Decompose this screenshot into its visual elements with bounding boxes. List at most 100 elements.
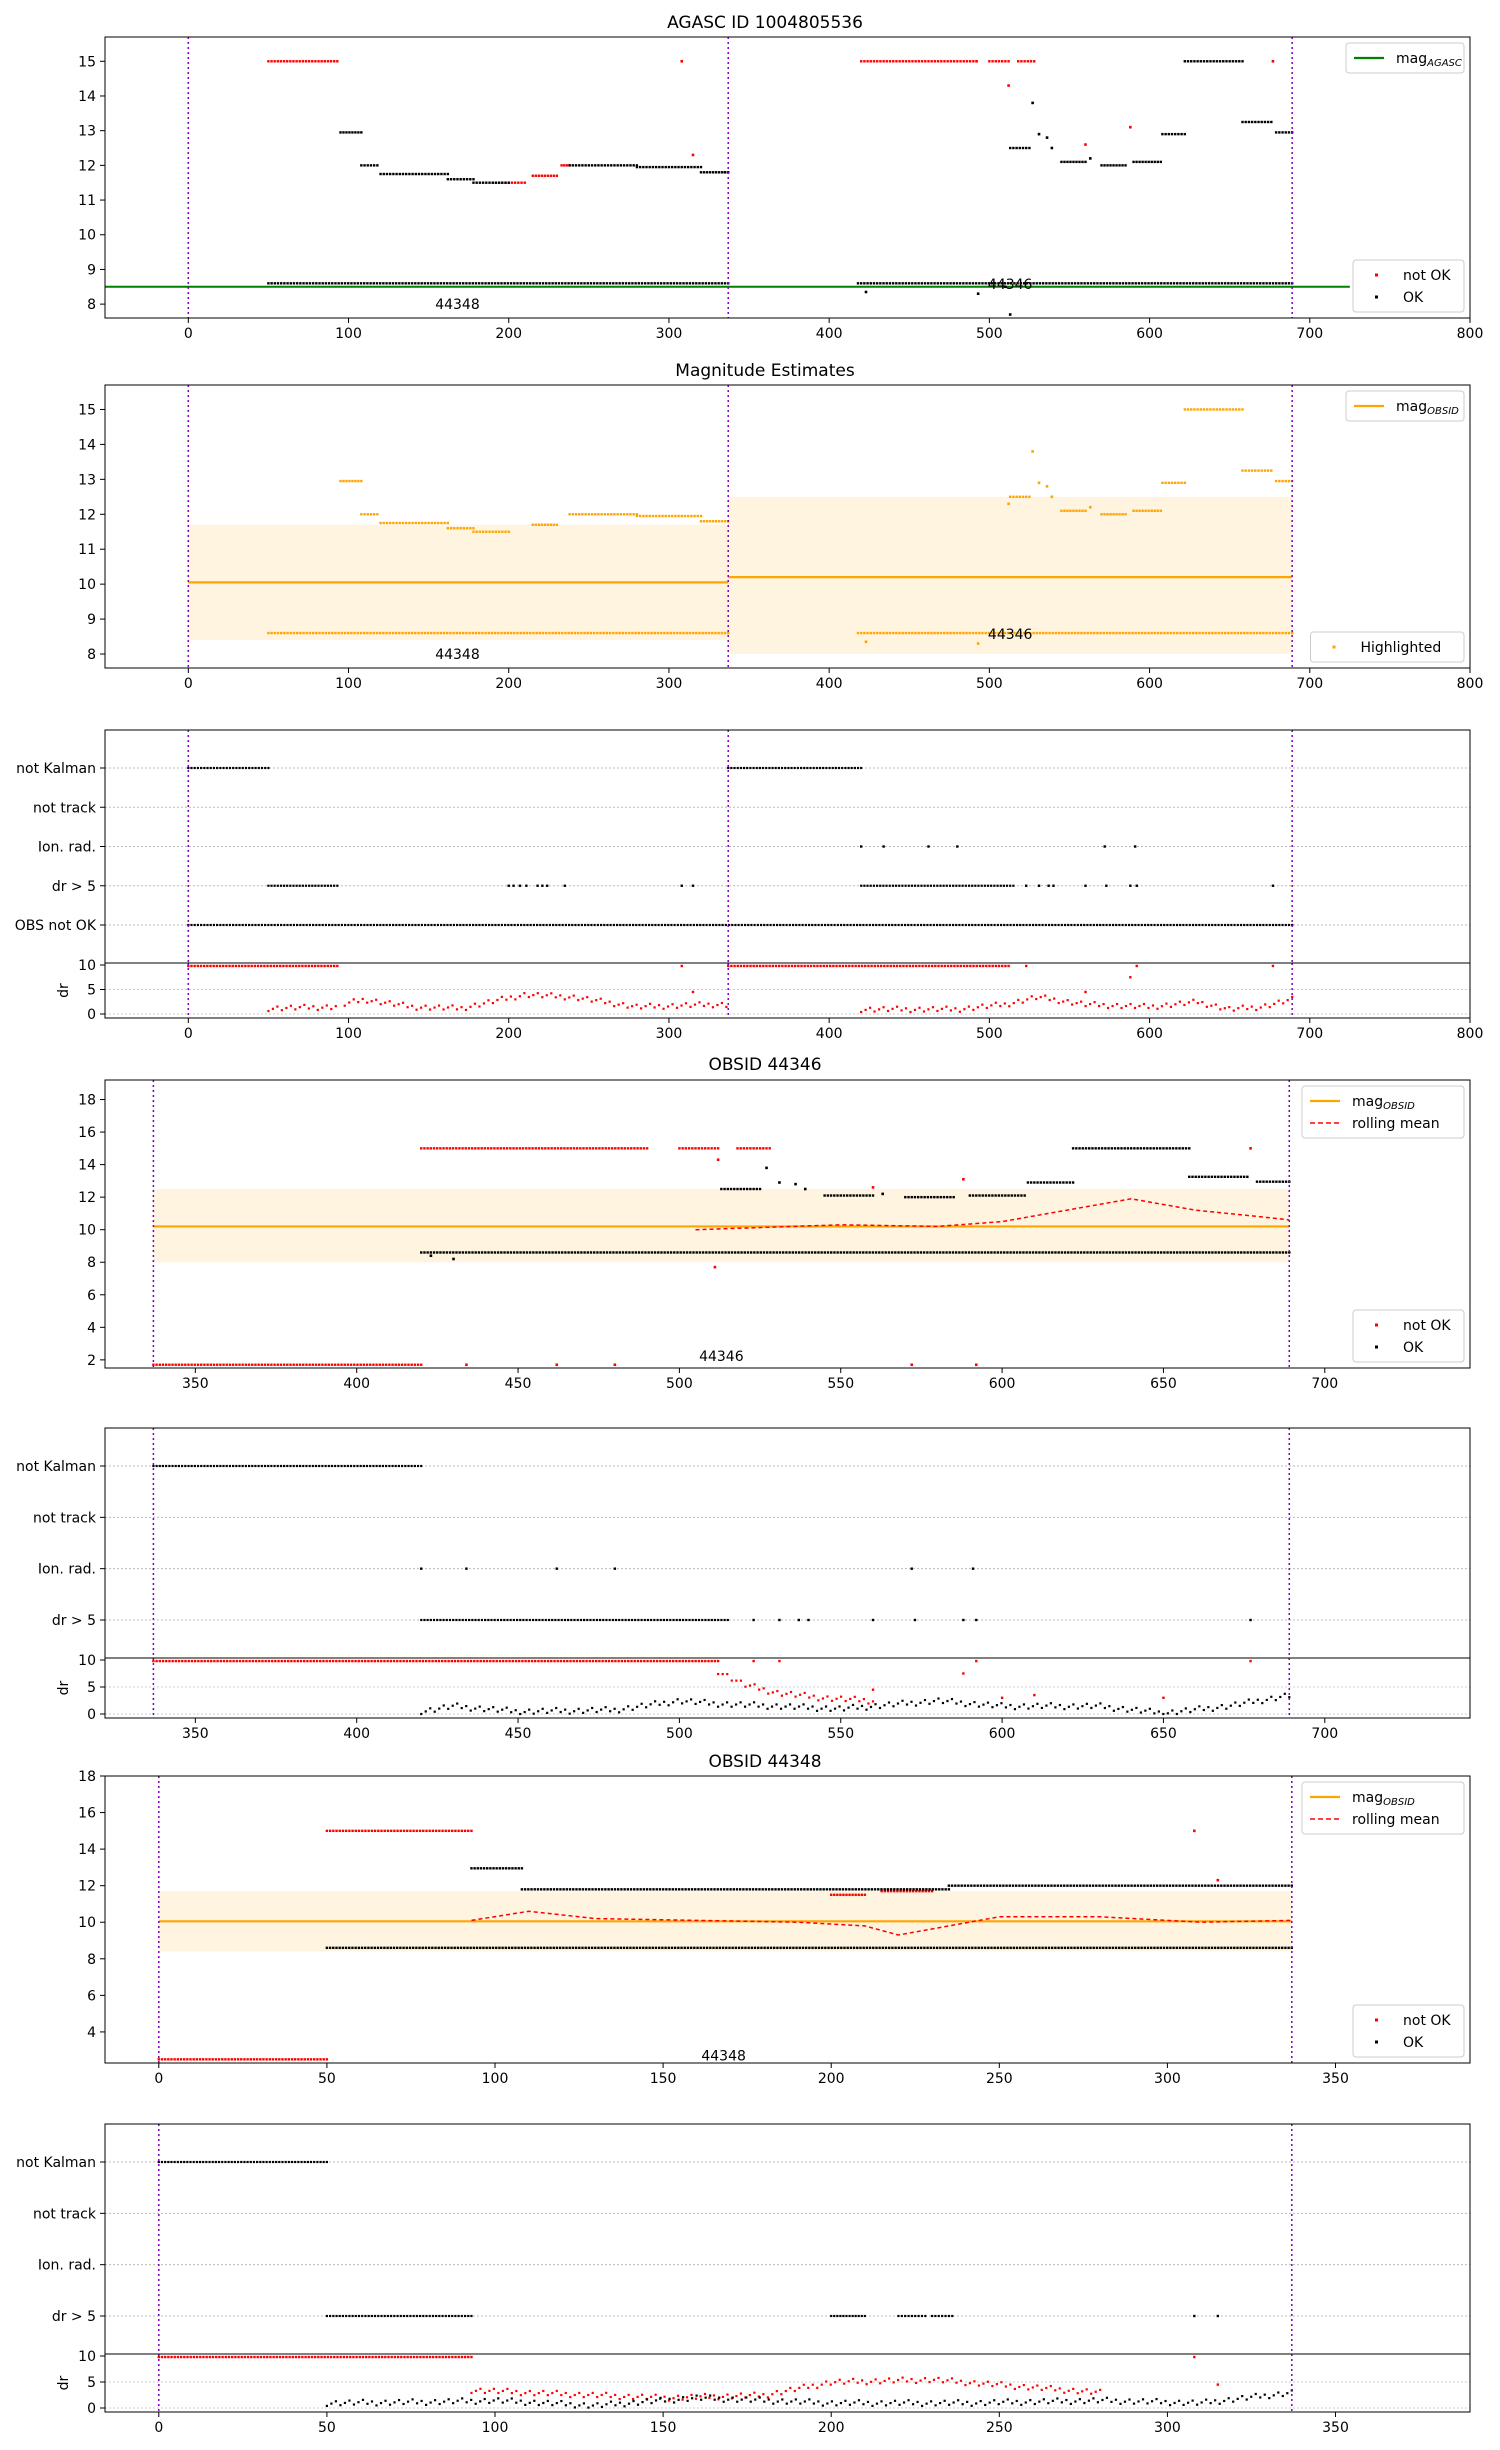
panel7-dr-point (1076, 2392, 1079, 2395)
panel2-highlighted-point (414, 521, 418, 525)
panel1-not-ok-point (892, 60, 895, 63)
panel6-not-ok-point (198, 2058, 202, 2061)
panel2-highlighted-point (1186, 408, 1190, 411)
panel3-flag-point (248, 923, 251, 927)
panel3-flag-point (1268, 923, 1271, 927)
panel3-flag-point (391, 923, 395, 927)
panel4-ok-point (830, 1251, 833, 1254)
panel4-ytick-label: 8 (87, 1255, 96, 1271)
panel2-highlighted-point (1064, 631, 1067, 635)
panel7-ok-dr-point (434, 2399, 437, 2402)
panel5-ok-dr-point (1022, 1703, 1026, 1706)
panel5-flag-point (452, 1618, 455, 1622)
panel4-ok-point (745, 1187, 749, 1191)
panel5-dr-point (726, 1672, 729, 1676)
panel4-not-ok-point (470, 1147, 474, 1150)
panel3-dr-point (742, 964, 746, 968)
panel7-ok-dr-point (1250, 2395, 1253, 2398)
panel3-dr-point (279, 964, 282, 968)
panel3-dr-point (237, 964, 241, 968)
panel6-ok-point (437, 1946, 440, 1950)
panel6-not-ok-point (211, 2058, 214, 2061)
panel3-dr-point (868, 1006, 872, 1009)
panel6-ok-point (734, 1946, 738, 1950)
panel2-highlighted-point (898, 631, 901, 635)
panel3-flag-point (545, 923, 548, 927)
panel4-legend-bottom-label: OK (1403, 1340, 1424, 1356)
panel7-ok-dr-point (461, 2397, 464, 2400)
panel6-not-ok-point (930, 1889, 934, 1893)
panel3-flag-point (894, 923, 897, 927)
panel1-ok-point (672, 282, 676, 285)
panel7-flag-point (335, 2314, 338, 2318)
panel6-ok-point (1181, 1884, 1185, 1887)
panel5-dr-point (604, 1659, 608, 1663)
panel7-dr-point (479, 2387, 482, 2390)
panel1-ok-point (501, 181, 504, 184)
panel7-dr-point (189, 2355, 192, 2359)
panel4-ok-point (726, 1187, 730, 1191)
panel7-ok-dr-point (835, 2404, 838, 2407)
panel7-flag-point (297, 2160, 300, 2164)
panel6-ok-point (348, 1946, 351, 1950)
panel5-dr-point (665, 1659, 668, 1663)
panel7-flag-point (325, 2314, 328, 2318)
panel4-ok-point (1031, 1251, 1035, 1254)
panel1-ok-point (1008, 313, 1012, 316)
panel3-dr-point (1147, 1006, 1150, 1010)
panel3-flag-point (761, 766, 765, 770)
panel1-ok-point (1073, 282, 1077, 285)
panel3-flag-point (596, 923, 599, 927)
panel3-dr-point (671, 1003, 674, 1006)
panel5-dr-point (283, 1659, 287, 1663)
panel3-dr-point (777, 964, 781, 968)
panel6-ok-point (760, 1946, 763, 1950)
panel3-flag-point (817, 923, 820, 927)
panel3-flag-point (872, 884, 875, 887)
panel2-highlighted-point (727, 631, 730, 635)
panel4-not-ok-point (553, 1147, 557, 1150)
panel1-ok-point (708, 171, 712, 174)
panel5-dr-point (578, 1659, 582, 1663)
panel2-highlighted-point (635, 513, 639, 516)
panel2-highlighted-point (392, 521, 395, 525)
panel4-ok-point (560, 1251, 564, 1254)
panel4-ok-point (922, 1251, 926, 1254)
panel1-ok-point (522, 282, 526, 285)
panel2-highlighted-point (1153, 509, 1156, 512)
panel3-flag-point (443, 923, 446, 927)
panel6-ok-point (832, 1888, 835, 1891)
panel5-flag-point (174, 1464, 177, 1468)
panel2-highlighted-point (1217, 631, 1220, 635)
panel5-dr-point (649, 1659, 652, 1663)
panel7-ok-dr-point (452, 2402, 455, 2405)
panel5-flag-point (656, 1618, 659, 1622)
panel1-ok-point (359, 282, 363, 285)
panel1-ok-point (437, 172, 440, 176)
panel7-dr-point (623, 2395, 626, 2399)
panel6-not-ok-point (284, 2058, 287, 2061)
panel5-dr-point (643, 1659, 646, 1663)
panel2-highlighted-point (292, 631, 296, 635)
panel1-ok-point (436, 282, 439, 285)
panel4-ok-point (1004, 1194, 1007, 1197)
panel3-flag-point (904, 884, 907, 887)
panel2-highlighted-point (1234, 408, 1238, 411)
panel4-ok-point (1268, 1180, 1272, 1183)
panel6-ok-point (1056, 1884, 1060, 1887)
panel4-ok-point (468, 1251, 471, 1254)
panel4-ok-point (471, 1251, 474, 1254)
panel3-flag-point (1005, 884, 1009, 887)
panel6-not-ok-point (927, 1889, 931, 1893)
panel6-ok-point (862, 1946, 865, 1950)
panel5-flag-point (627, 1618, 630, 1622)
panel7-ok-dr-point (654, 2399, 658, 2402)
panel5-flag-point (637, 1618, 640, 1622)
panel4-ok-point (717, 1251, 721, 1254)
panel4-ok-point (1134, 1251, 1137, 1254)
panel4-not-ok-point (518, 1147, 522, 1150)
panel4-ok-point (904, 1195, 907, 1199)
panel1-ok-point (885, 282, 888, 285)
panel5-dr-point (630, 1659, 633, 1663)
panel6-ok-point (472, 1946, 476, 1950)
